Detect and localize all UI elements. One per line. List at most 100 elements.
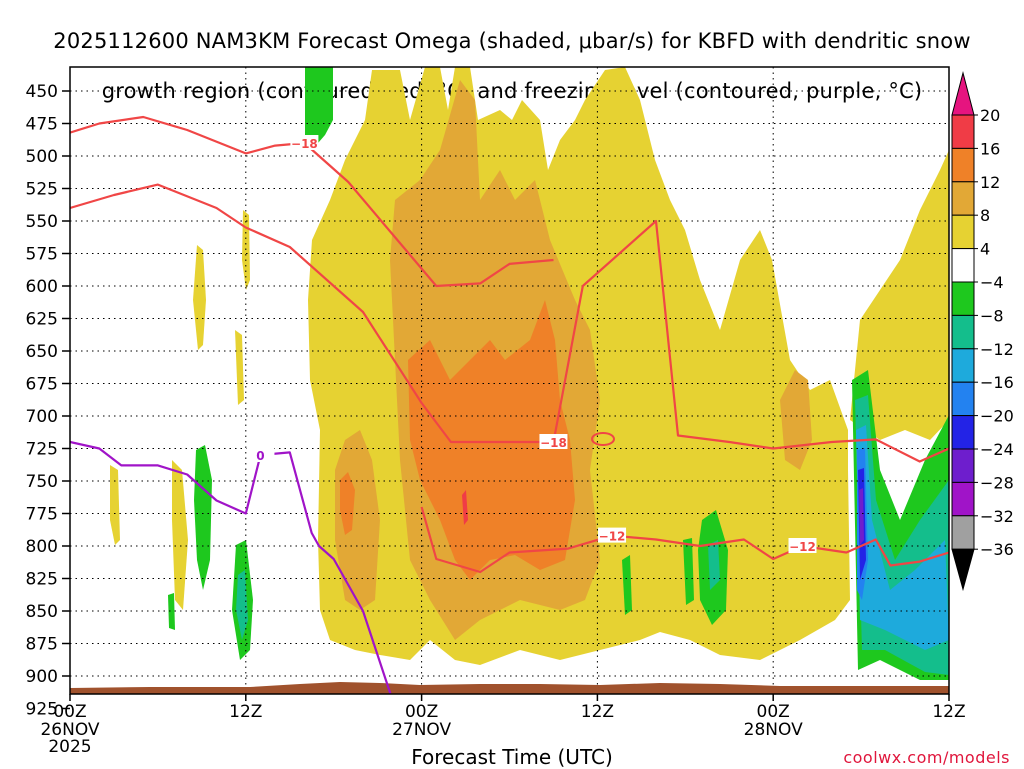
colorbar-label: −4 — [980, 273, 1004, 292]
colorbar-label: 8 — [980, 206, 990, 225]
y-tick-label: 925 — [26, 700, 58, 720]
x-tick-label: 00Z — [405, 702, 438, 722]
colorbar-label: −24 — [980, 440, 1014, 459]
contour-label-bg — [246, 447, 275, 462]
colorbar-band — [951, 348, 975, 383]
title-line-1: 2025112600 NAM3KM Forecast Omega (shaded… — [53, 29, 971, 53]
colorbar-band — [951, 181, 975, 216]
colorbar-band — [951, 481, 975, 517]
omega-region-yellow-right — [850, 150, 949, 440]
y-tick-label: 450 — [26, 82, 58, 102]
y-tick-label: 475 — [26, 115, 58, 135]
omega-region-yellow-left5 — [235, 330, 244, 405]
contour-line — [70, 440, 392, 694]
y-tick-label: 625 — [26, 310, 58, 330]
omega-region-yellow-left3 — [110, 465, 120, 545]
contour-label: −12 — [599, 530, 626, 544]
colorbar-label: 16 — [980, 139, 1000, 158]
colorbar-band — [951, 448, 975, 483]
omega-region-red — [462, 490, 468, 525]
colorbar-label: 4 — [980, 240, 990, 259]
colorbar-band — [951, 147, 975, 183]
x-tick-label: 12Z — [229, 702, 262, 722]
y-tick-label: 600 — [26, 277, 58, 297]
y-tick-label: 550 — [26, 212, 58, 232]
x-tick-label: 12Z — [581, 702, 614, 722]
colorbar-band — [951, 314, 975, 350]
colorbar: 20 16 12 8 4 −4 −8 −12 −16 −20 −24 −28 −32 −36 — [951, 71, 1014, 592]
omega-region-teal-left2 — [236, 570, 248, 640]
x-tick-label: 00Z — [757, 702, 790, 722]
colorbar-label: −8 — [980, 306, 1004, 325]
colorbar-band — [951, 248, 975, 283]
colorbar-label: −20 — [980, 407, 1014, 426]
y-axis: 450 475 500 525 550 575 600 625 650 675 700 725 750 7… — [26, 82, 70, 720]
omega-region-teal-mid2 — [708, 540, 720, 590]
x-tick-label: 00Z — [53, 702, 86, 722]
y-tick-label: 700 — [26, 407, 58, 427]
y-tick-label: 650 — [26, 342, 58, 362]
y-tick-label: 500 — [26, 147, 58, 167]
colorbar-label: −12 — [980, 340, 1014, 359]
omega-region-green-mid1 — [622, 555, 632, 615]
omega-region-purple-right — [859, 488, 864, 545]
x-tick-date: 27NOV — [392, 720, 451, 740]
colorbar-band — [951, 381, 975, 417]
omega-region-green-mid3 — [683, 538, 694, 605]
omega-region-yellow-left4 — [172, 460, 188, 610]
y-tick-label: 575 — [26, 245, 58, 265]
y-tick-label: 725 — [26, 440, 58, 460]
credit-link[interactable]: coolwx.com/models — [843, 748, 1010, 767]
colorbar-under-triangle — [951, 548, 975, 592]
contour-label: −18 — [291, 137, 318, 151]
y-tick-label: 775 — [26, 505, 58, 525]
colorbar-over-triangle — [951, 71, 975, 116]
contour-label-bg — [290, 135, 319, 150]
y-tick-label: 525 — [26, 180, 58, 200]
grid-lines — [70, 67, 949, 694]
colorbar-band — [951, 515, 975, 550]
x-tick-label: 12Z — [932, 702, 965, 722]
contour-line — [420, 506, 949, 574]
colorbar-band — [951, 281, 975, 316]
omega-region-cyan-right — [856, 425, 949, 650]
colorbar-label: 20 — [980, 106, 1000, 125]
colorbar-label: −16 — [980, 373, 1014, 392]
y-tick-label: 900 — [26, 667, 58, 687]
contour-small-loop — [591, 432, 615, 446]
contour-label: −12 — [789, 540, 816, 554]
colorbar-label: −32 — [980, 507, 1014, 526]
colorbar-band — [951, 214, 975, 250]
y-tick-label: 875 — [26, 635, 58, 655]
y-tick-label: 850 — [26, 602, 58, 622]
contour-label-bg — [539, 434, 568, 449]
colorbar-label: 12 — [980, 173, 1000, 192]
y-tick-label: 750 — [26, 472, 58, 492]
omega-shading — [110, 67, 949, 680]
omega-region-yellow-left1 — [193, 245, 206, 350]
terrain — [70, 682, 949, 694]
contour-label: −18 — [540, 436, 567, 450]
colorbar-band — [951, 114, 975, 149]
colorbar-band — [951, 415, 975, 450]
y-tick-label: 675 — [26, 375, 58, 395]
x-tick-date: 28NOV — [744, 720, 803, 740]
omega-region-orange — [408, 300, 575, 580]
omega-region-green-left1 — [194, 445, 212, 590]
colorbar-label: −36 — [980, 540, 1014, 559]
contour-labels: −18 −18 −12 −12 0 — [246, 135, 817, 554]
x-tick-year: 2025 — [48, 737, 91, 757]
contour-label-bg — [788, 538, 817, 553]
x-tick-date: 26NOV — [40, 720, 99, 740]
plot-frame — [69, 66, 950, 695]
y-tick-label: 825 — [26, 570, 58, 590]
contour-label-bg — [598, 527, 627, 543]
omega-region-orange-left — [340, 472, 355, 535]
y-tick-label: 800 — [26, 537, 58, 557]
chart-title: 2025112600 NAM3KM Forecast Omega (shaded… — [0, 4, 1024, 129]
omega-region-green-top — [305, 67, 333, 150]
contour-label: 0 — [256, 449, 264, 463]
colorbar-label: −28 — [980, 473, 1014, 492]
